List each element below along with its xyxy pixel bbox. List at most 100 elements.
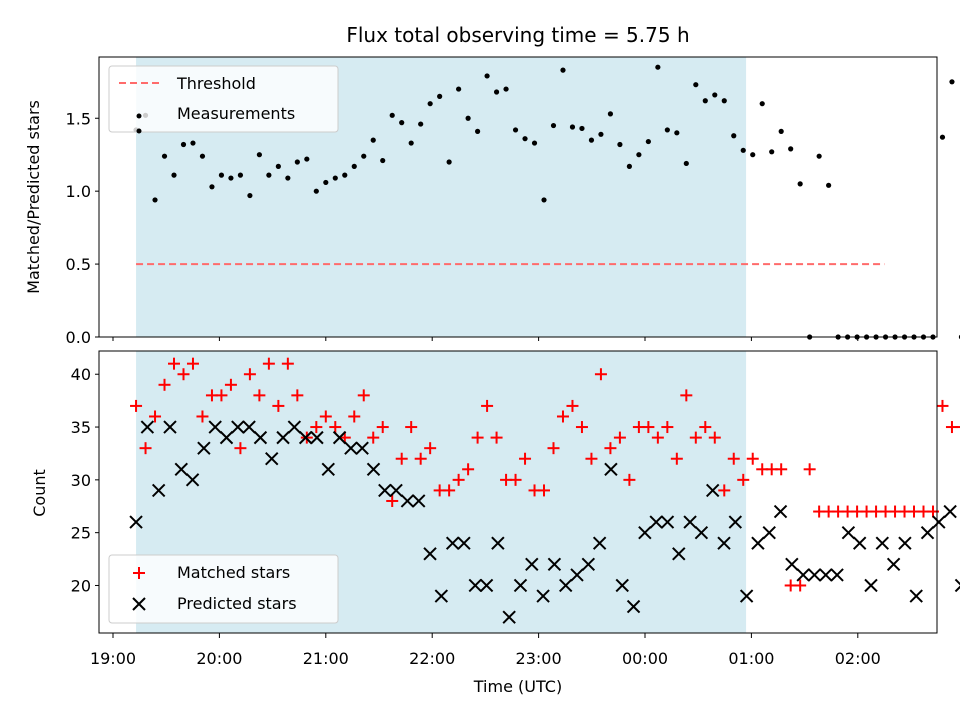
predicted-star-point: [581, 557, 596, 572]
predicted-star-point: [140, 420, 155, 434]
matched-star-point: [281, 357, 294, 370]
top-legend-box: [108, 65, 339, 133]
measurement-point: [218, 172, 225, 178]
predicted-star-point: [163, 420, 177, 434]
predicted-star-point: [943, 504, 957, 519]
measurement-point: [285, 175, 291, 181]
measurement-point: [456, 86, 462, 92]
bottom-x-tick-label: 20:00: [196, 649, 242, 668]
matched-star-point: [196, 410, 209, 423]
measurement-point: [389, 112, 395, 118]
predicted-legend-label: Predicted stars: [177, 594, 297, 613]
measurement-point: [769, 149, 775, 155]
matched-star-point: [243, 368, 256, 381]
measurement-point: [256, 152, 262, 158]
predicted-star-point: [638, 525, 652, 540]
measurement-point: [797, 181, 803, 187]
predicted-star-point: [864, 578, 878, 593]
matched-star-point: [319, 410, 332, 423]
matched-star-point: [272, 399, 285, 412]
matched-star-point: [443, 484, 456, 497]
measurement-point: [626, 163, 632, 169]
measurement-point: [418, 121, 424, 127]
measurements-legend-label: Measurements: [177, 104, 295, 123]
predicted-star-point: [355, 441, 369, 455]
predicted-star-point: [287, 420, 302, 434]
matched-star-point: [253, 389, 266, 402]
matched-star-point: [234, 442, 247, 455]
predicted-star-point: [626, 599, 641, 614]
matched-legend-label: Matched stars: [177, 563, 290, 582]
matched-star-point: [746, 452, 759, 465]
top-legend: Threshold Measurements: [108, 65, 339, 134]
predicted-legend-swatch: [132, 597, 146, 611]
predicted-star-point: [174, 462, 188, 476]
top-y-tick-label: 1.5: [66, 109, 91, 128]
bottom-x-tick-label: 22:00: [409, 649, 455, 668]
matched-star-point: [367, 431, 380, 444]
matched-star-point: [642, 421, 655, 434]
predicted-star-point: [886, 557, 901, 572]
measurement-point: [522, 136, 528, 142]
matched-star-point: [471, 431, 484, 444]
predicted-star-point: [547, 557, 562, 572]
predicted-star-point: [298, 430, 313, 445]
matched-star-point: [794, 579, 807, 592]
measurement-point: [493, 89, 500, 95]
matched-star-point: [803, 463, 816, 476]
predicted-star-point: [423, 547, 437, 561]
measurement-point: [247, 192, 253, 199]
matched-star-point: [680, 389, 693, 402]
predicted-star-point: [807, 568, 822, 582]
measurement-point: [180, 141, 187, 148]
top-y-tick-label: 1.0: [66, 182, 91, 201]
predicted-star-point: [412, 494, 426, 508]
top-chart-title: Flux total observing time = 5.75 h: [346, 23, 689, 47]
measurements-legend-swatch-1: [136, 113, 142, 119]
measurement-point: [788, 146, 794, 152]
measurement-point: [465, 115, 471, 121]
measurement-point: [826, 182, 832, 188]
predicted-star-point: [513, 578, 528, 593]
measurement-point: [579, 125, 585, 132]
matched-star-point: [357, 389, 370, 402]
measurement-point: [541, 197, 547, 203]
measurement-point: [399, 120, 405, 126]
measurement-point: [664, 127, 670, 133]
predicted-star-point: [875, 536, 890, 550]
predicted-star-point: [852, 536, 867, 550]
bottom-x-tick-label: 19:00: [90, 649, 136, 668]
predicted-star-point: [479, 578, 494, 593]
measurement-point: [370, 137, 376, 143]
predicted-star-point: [366, 462, 381, 476]
predicted-star-point: [502, 610, 516, 624]
predicted-star-point: [185, 473, 200, 487]
predicted-star-point: [728, 515, 743, 529]
matched-star-point: [158, 378, 171, 391]
predicted-star-point: [773, 504, 788, 519]
matched-star-point: [708, 431, 721, 444]
predicted-star-point: [434, 589, 449, 603]
bottom-legend: Matched stars Predicted stars: [108, 554, 339, 624]
measurement-point: [636, 152, 642, 158]
measurement-point: [446, 159, 452, 165]
matched-star-point: [490, 431, 503, 444]
matched-star-point: [177, 368, 190, 381]
measurement-point: [228, 175, 234, 181]
predicted-star-point: [592, 536, 607, 550]
measurement-point: [759, 101, 765, 107]
predicted-star-point: [265, 452, 279, 466]
measurement-point: [702, 98, 708, 104]
matched-star-point: [509, 473, 522, 486]
matched-star-point: [139, 442, 152, 455]
predicted-star-point: [739, 589, 754, 603]
measurement-point: [332, 175, 338, 181]
measurement-point: [304, 156, 310, 162]
measurement-point: [209, 184, 215, 190]
measurement-point: [171, 172, 177, 178]
matched-star-point: [481, 399, 494, 412]
measurement-point: [939, 134, 946, 140]
measurement-point: [607, 111, 614, 117]
measurement-point: [693, 82, 699, 88]
